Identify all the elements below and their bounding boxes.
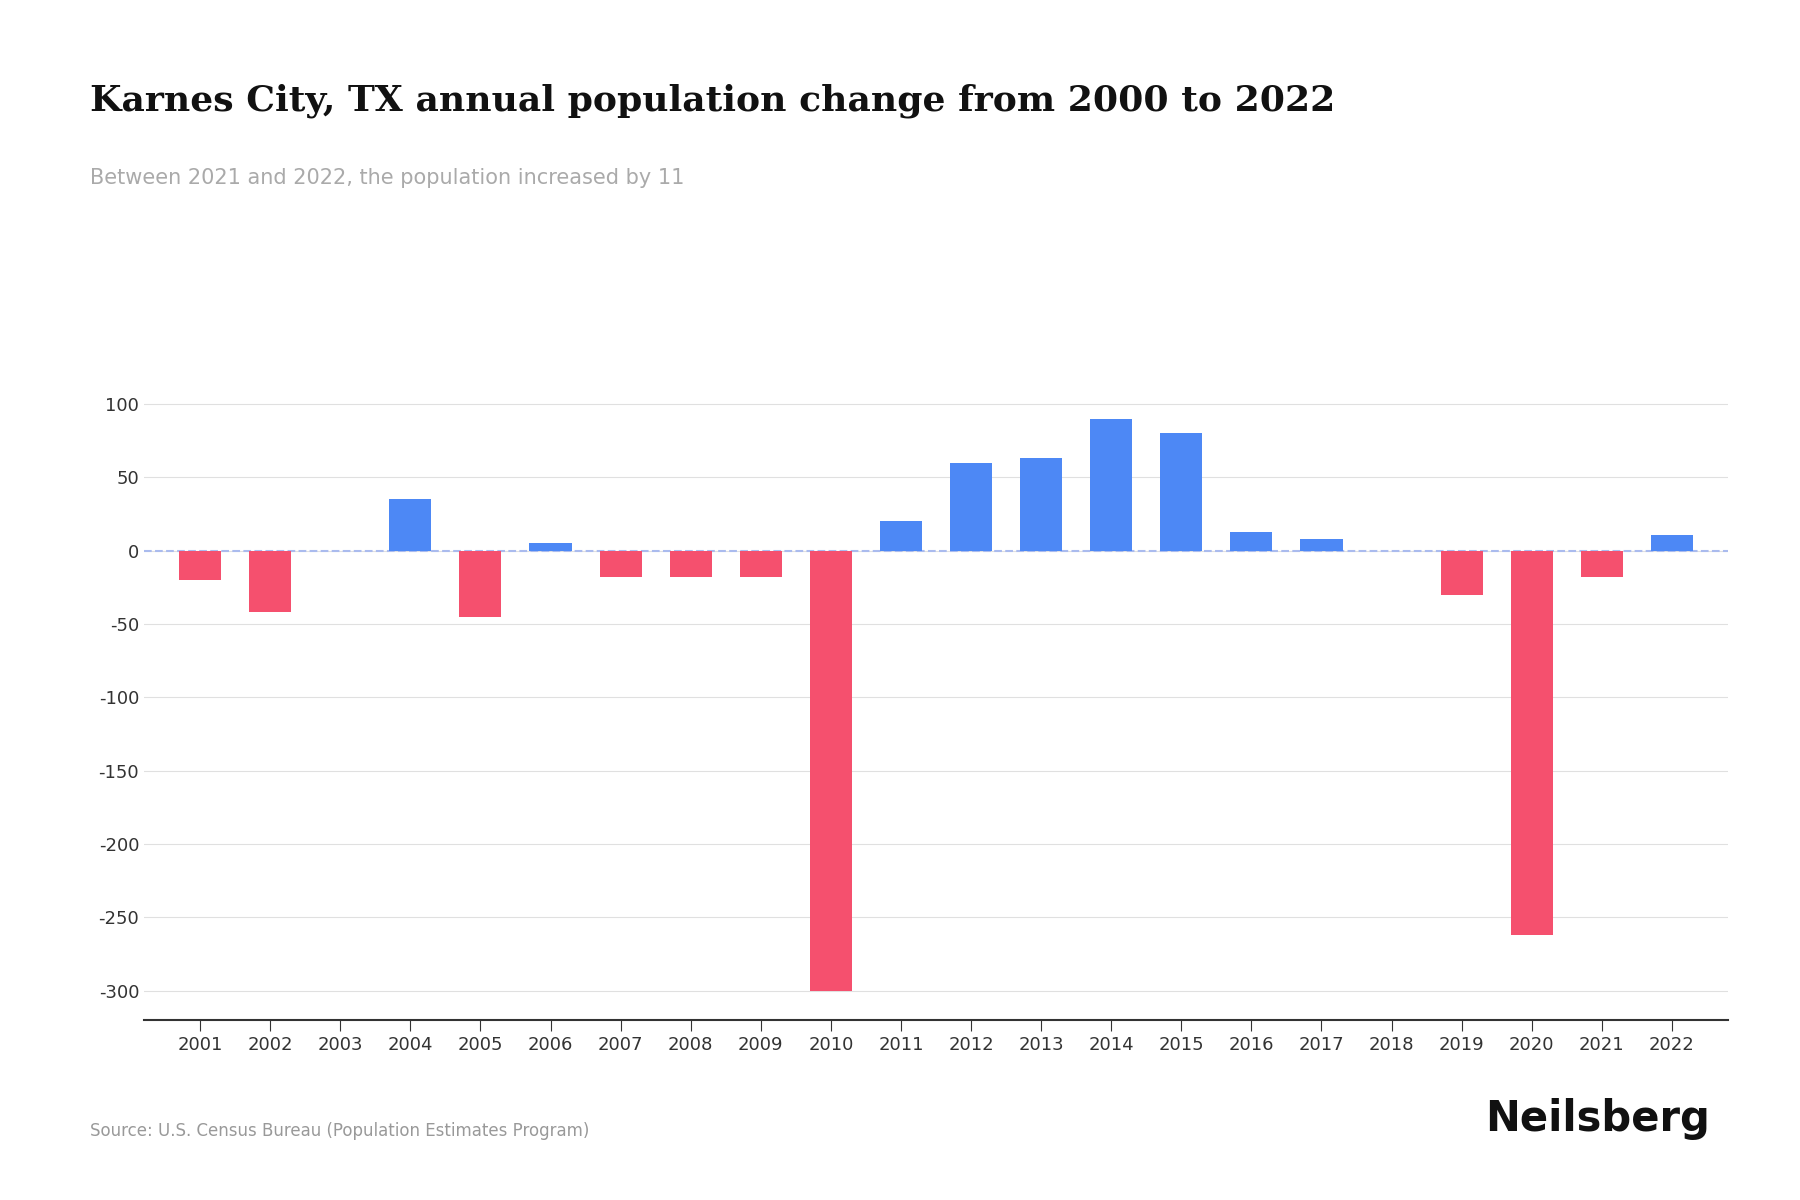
Bar (389, 499, 432, 551)
Bar (950, 463, 992, 551)
Bar (248, 551, 292, 612)
Text: Source: U.S. Census Bureau (Population Estimates Program): Source: U.S. Census Bureau (Population E… (90, 1122, 589, 1140)
Bar (1651, 534, 1694, 551)
Bar (1580, 551, 1624, 577)
Bar (1091, 419, 1132, 551)
Bar (1161, 433, 1202, 551)
Bar (599, 551, 641, 577)
Bar (740, 551, 781, 577)
Bar (1021, 458, 1062, 551)
Bar (810, 551, 851, 991)
Bar (1510, 551, 1553, 935)
Bar (178, 551, 221, 580)
Text: Neilsberg: Neilsberg (1485, 1098, 1710, 1140)
Text: Karnes City, TX annual population change from 2000 to 2022: Karnes City, TX annual population change… (90, 84, 1336, 119)
Bar (459, 551, 502, 617)
Bar (1440, 551, 1483, 595)
Bar (529, 544, 572, 551)
Bar (1231, 532, 1273, 551)
Text: Between 2021 and 2022, the population increased by 11: Between 2021 and 2022, the population in… (90, 168, 684, 188)
Bar (880, 521, 922, 551)
Bar (1300, 539, 1343, 551)
Bar (670, 551, 711, 577)
